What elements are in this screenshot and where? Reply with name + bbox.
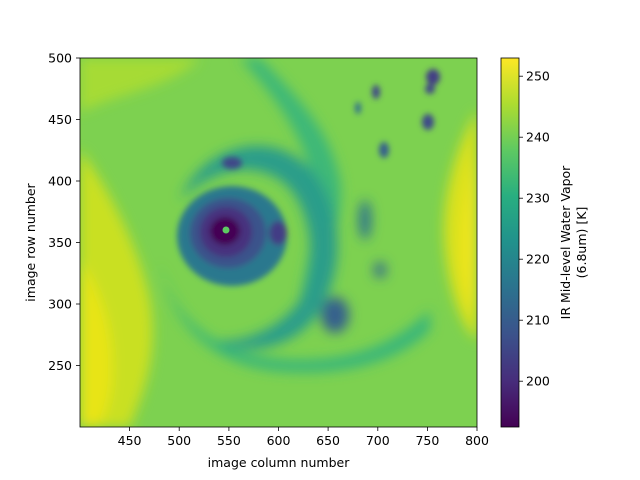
y-tick-label: 400 xyxy=(48,174,72,189)
x-tick-label: 750 xyxy=(415,433,439,448)
storm-cell-north xyxy=(222,157,242,169)
x-tick-label: 550 xyxy=(217,433,241,448)
cell-ne-2 xyxy=(425,84,435,94)
x-axis: 450 500 550 600 650 700 750 800 image co… xyxy=(118,427,489,470)
y-tick-label: 300 xyxy=(48,297,72,312)
cell-ne-4 xyxy=(422,114,434,130)
x-tick-label: 800 xyxy=(465,433,489,448)
colorbar-tick-label: 210 xyxy=(526,313,550,328)
colorbar-tick-label: 200 xyxy=(526,374,550,389)
y-tick-label: 250 xyxy=(48,358,72,373)
cell-ne-6 xyxy=(355,102,361,114)
colorbar-label-line1: IR Mid-level Water Vapor xyxy=(558,165,573,319)
y-axis: 250 300 350 400 450 500 image row number xyxy=(23,51,80,373)
cell-se-3 xyxy=(374,262,386,278)
colorbar-label-line2: (6.8um) [K] xyxy=(574,207,589,279)
x-tick-label: 450 xyxy=(118,433,142,448)
dry-band-west-core xyxy=(80,260,113,427)
heatmap-area xyxy=(80,58,477,427)
y-tick-label: 450 xyxy=(48,112,72,127)
cell-se-1 xyxy=(321,297,349,333)
colorbar-tick-label: 220 xyxy=(526,252,550,267)
storm-cell-east xyxy=(269,221,287,245)
x-tick-label: 650 xyxy=(316,433,340,448)
y-tick-label: 500 xyxy=(48,51,72,66)
x-tick-label: 700 xyxy=(366,433,390,448)
cell-se-2 xyxy=(359,200,371,240)
colorbar-tick-label: 240 xyxy=(526,130,550,145)
x-tick-label: 500 xyxy=(167,433,191,448)
spiral-band-outer xyxy=(180,145,338,349)
storm-eye xyxy=(222,226,230,234)
colorbar-tick-label: 250 xyxy=(526,69,550,84)
cell-ne-5 xyxy=(379,142,389,158)
cell-ne-3 xyxy=(372,85,380,99)
colorbar-gradient xyxy=(500,57,520,428)
dry-band-top xyxy=(80,58,200,112)
dry-band-east-core xyxy=(460,150,477,315)
y-tick-label: 350 xyxy=(48,235,72,250)
colorbar: 200 210 220 230 240 250 IR Mid-level Wat… xyxy=(500,57,589,428)
colorbar-tick-label: 230 xyxy=(526,191,550,206)
cell-ne-1 xyxy=(426,69,440,85)
y-axis-label: image row number xyxy=(23,182,38,301)
x-tick-label: 600 xyxy=(267,433,291,448)
x-axis-label: image column number xyxy=(208,455,351,470)
